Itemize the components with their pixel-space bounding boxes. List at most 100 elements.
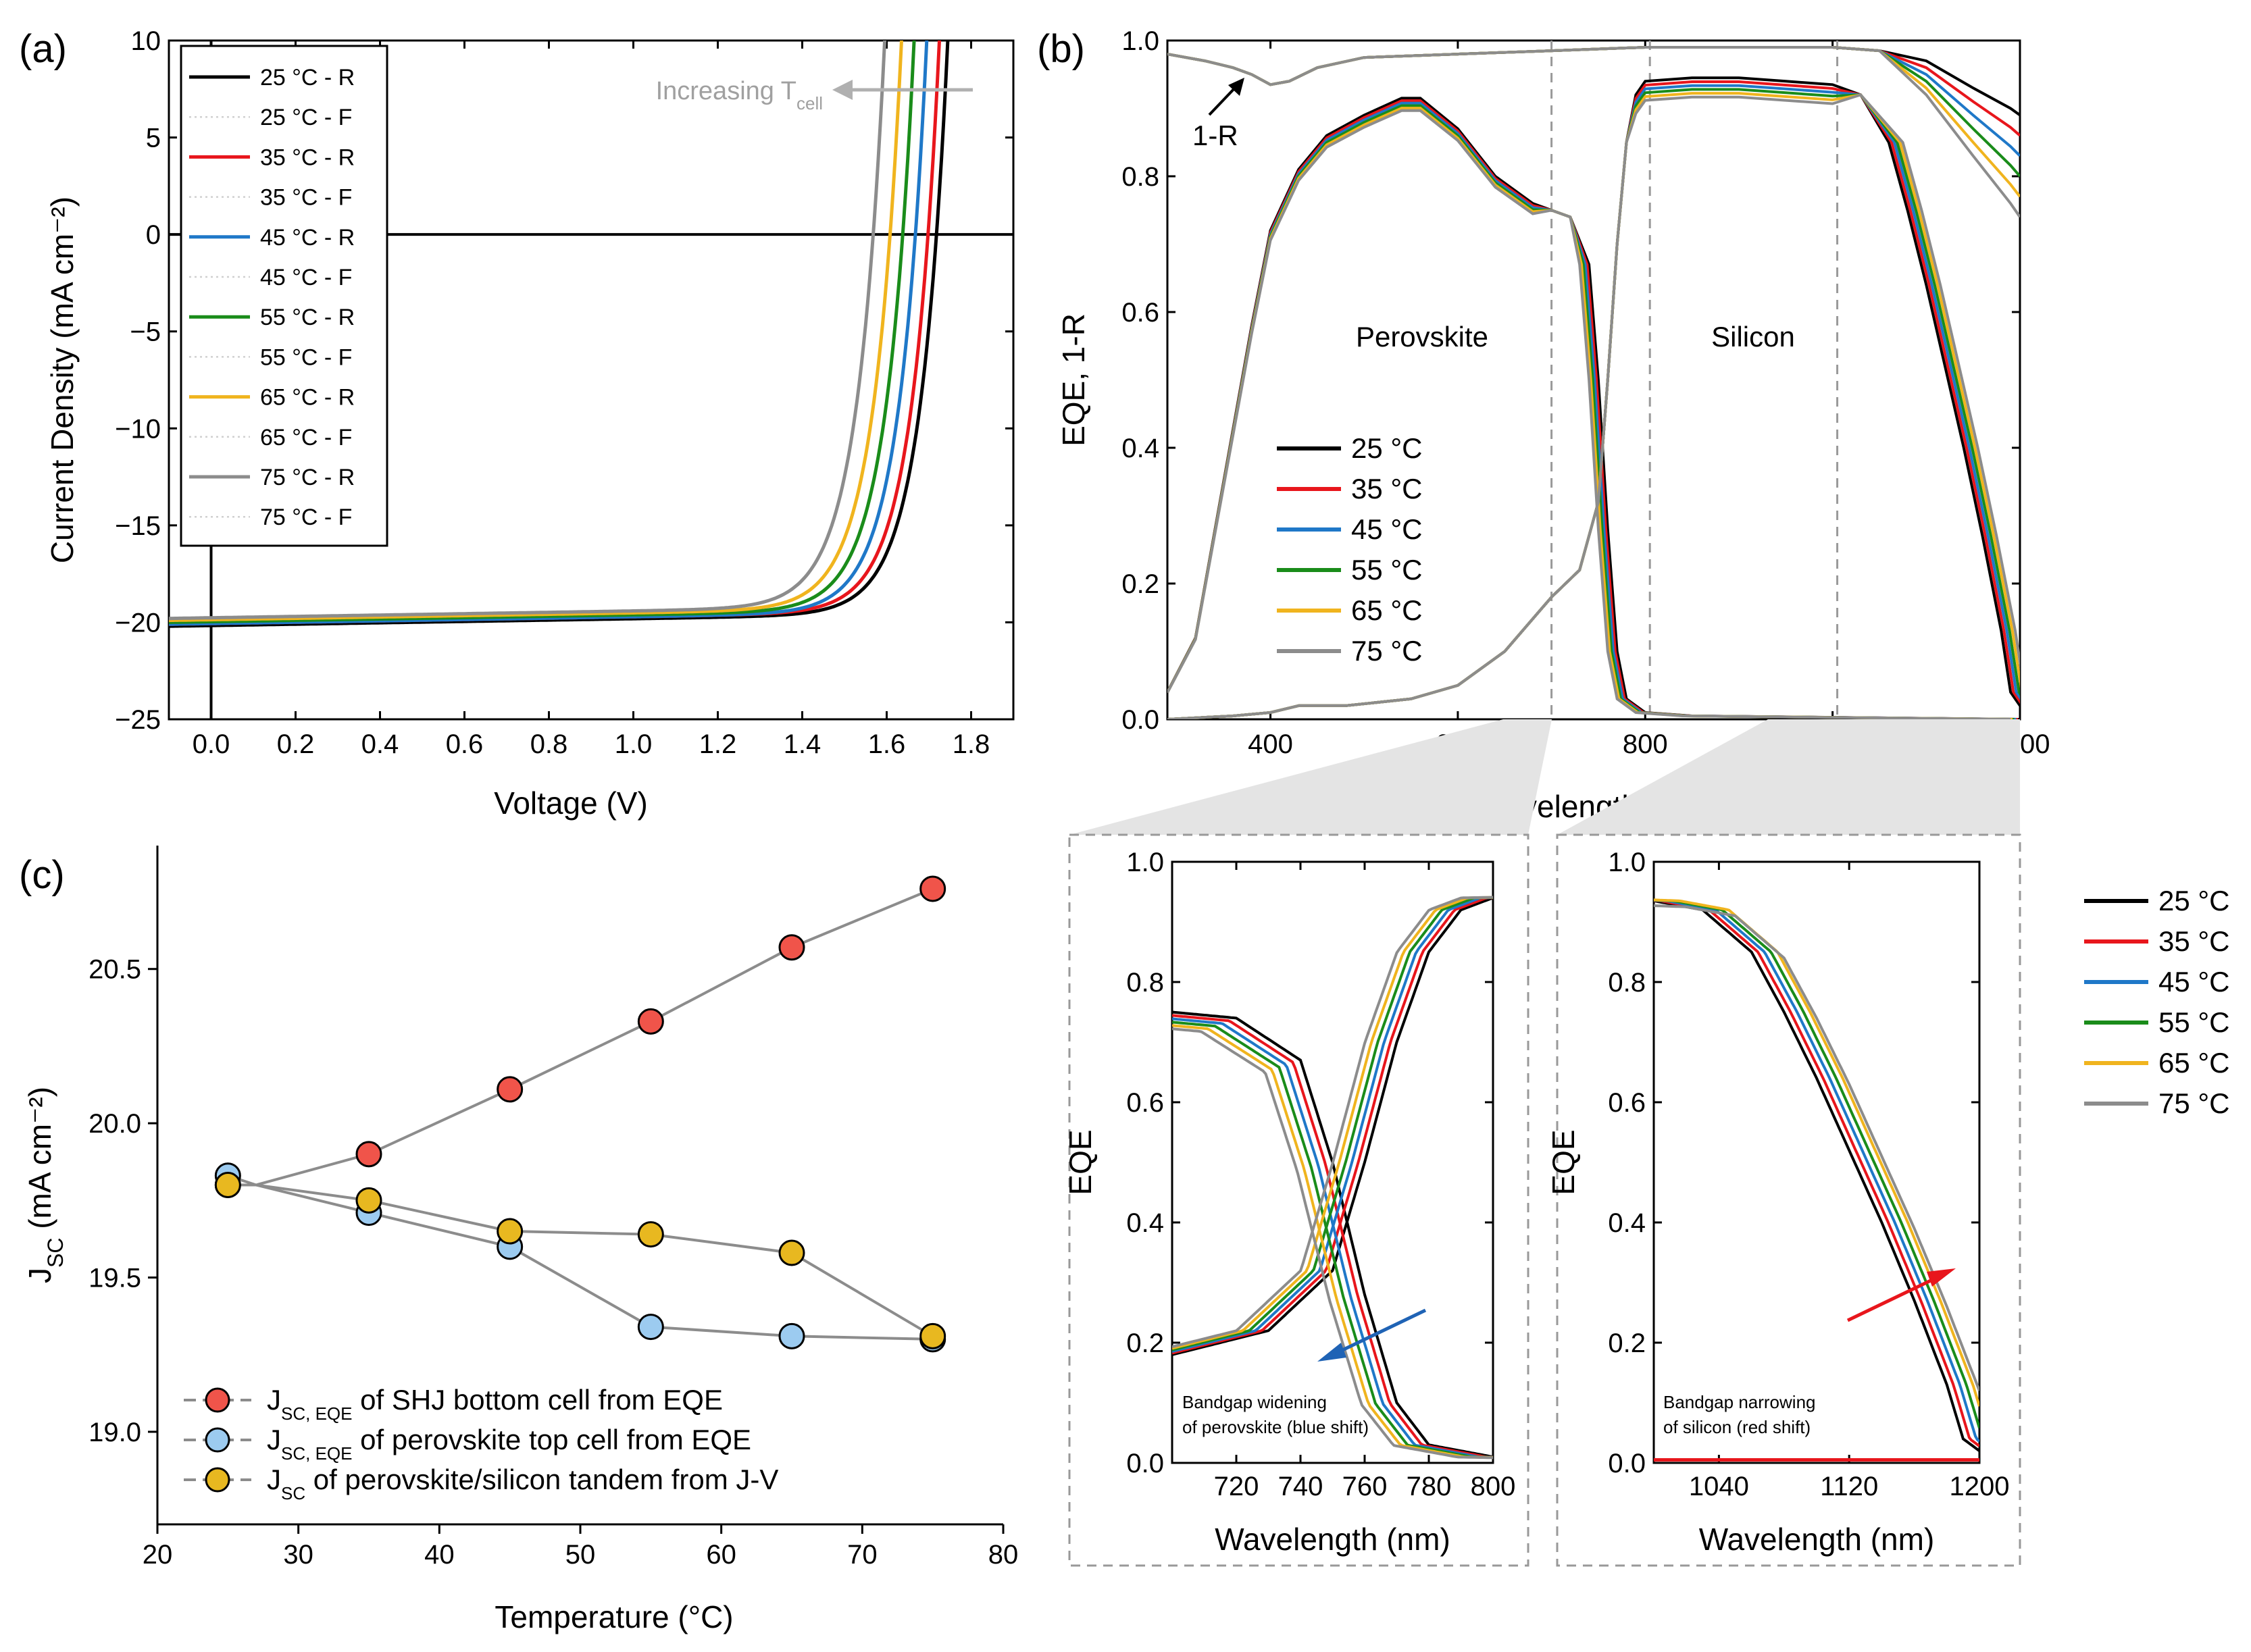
- y-axis-title: JSC (mA cm⁻²): [22, 1087, 68, 1283]
- x-tick-label: 40: [424, 1540, 455, 1570]
- y-axis-title: EQE: [1063, 1129, 1098, 1195]
- x-tick-label: 1.6: [868, 729, 906, 759]
- annotation-1-r-arrowhead: [1228, 78, 1244, 96]
- red-shift-arrow: [1846, 1278, 1933, 1322]
- zoom1-note-line2: of perovskite (blue shift): [1182, 1417, 1369, 1437]
- panel-label-a: (a): [19, 27, 67, 71]
- legend-item: 25 °C - F: [260, 105, 352, 130]
- zoom1-perovskite-75C: [1172, 1027, 1493, 1460]
- y-tick-label: 0: [146, 220, 161, 250]
- data-point-series1: [778, 1322, 805, 1349]
- legend-item: JSC, EQE of perovskite top cell from EQE: [267, 1424, 751, 1464]
- y-tick-label: 0.2: [1126, 1328, 1164, 1358]
- legend-item: 45 °C - F: [260, 265, 352, 290]
- data-point-series0: [497, 1076, 524, 1103]
- data-point-series2: [214, 1172, 241, 1198]
- legend-item: 25 °C - R: [260, 65, 355, 91]
- y-tick-label: 20.5: [88, 955, 141, 985]
- region-label-silicon: Silicon: [1711, 321, 1795, 353]
- data-point-series2: [637, 1221, 664, 1248]
- y-tick-label: 0.4: [1126, 1208, 1164, 1238]
- y-axis-title: EQE, 1-R: [1056, 313, 1091, 446]
- region-label-perovskite: Perovskite: [1356, 321, 1488, 353]
- legend-item: 35 °C - F: [260, 185, 352, 211]
- legend-item: 55 °C: [2158, 1006, 2230, 1038]
- x-tick-label: 0.8: [530, 729, 568, 759]
- legend-item: 45 °C: [1351, 513, 1423, 545]
- y-tick-label: 19.5: [88, 1264, 141, 1293]
- jv-curves: [169, 41, 950, 628]
- series-line-1: [227, 1174, 933, 1341]
- x-tick-label: 60: [706, 1540, 736, 1570]
- data-point-series0: [355, 1141, 382, 1168]
- zoom-box-right: [1556, 833, 2021, 1567]
- panel-b: (b)400600800100012001.00.80.60.40.20.0Pe…: [1037, 26, 2050, 824]
- legend-item: 45 °C: [2158, 966, 2230, 998]
- zoom2-note-line1: Bandgap narrowing: [1663, 1392, 1816, 1412]
- zoom2-curves: [1654, 898, 1979, 1462]
- panel-label-b: (b): [1037, 27, 1085, 71]
- zoom-box-left: [1068, 833, 1529, 1567]
- data-point-series0: [637, 1008, 664, 1035]
- x-tick-label: 720: [1214, 1472, 1259, 1501]
- legend-item: 75 °C - F: [260, 505, 352, 530]
- legend-item: 65 °C - F: [260, 425, 352, 450]
- x-axis-title: Wavelength (nm): [1699, 1522, 1935, 1557]
- data-point-series2: [919, 1322, 946, 1349]
- x-tick-label: 0.4: [361, 729, 399, 759]
- zoom1-perovskite-35C: [1172, 1014, 1493, 1459]
- zoom1-silicon-45C: [1172, 896, 1493, 1353]
- legend-item: 65 °C: [1351, 594, 1423, 626]
- y-tick-label: 1.0: [1121, 26, 1159, 56]
- legend-item: 25 °C: [1351, 432, 1423, 464]
- legend-item: 25 °C: [2158, 885, 2230, 917]
- x-tick-label: 50: [565, 1540, 596, 1570]
- x-axis-title: Temperature (°C): [495, 1599, 733, 1634]
- legend-box: [180, 45, 388, 547]
- legend-item: 75 °C: [1351, 635, 1423, 667]
- x-tick-label: 0.6: [446, 729, 484, 759]
- series-line-2: [228, 1183, 934, 1338]
- zoom-connector-right: [1557, 719, 2020, 835]
- data-point-series0: [919, 875, 946, 902]
- x-tick-label: 0.2: [277, 729, 315, 759]
- panel-zoom-silicon: 1040 1120 1200 1.0 0.8 0.6 0.4 0.2 0.0 Bandgap na…: [1546, 848, 2009, 1557]
- y-tick-label: 0.8: [1126, 968, 1164, 998]
- zoom2-silicon-55C: [1654, 898, 1979, 1428]
- jv-curve-65C-R: [169, 41, 903, 623]
- legend-item: 65 °C - R: [260, 385, 355, 411]
- zoom2-silicon-65C: [1654, 898, 1979, 1407]
- y-tick-label: −10: [115, 414, 161, 444]
- plot-frame: [1171, 860, 1494, 1464]
- y-tick-label: −5: [130, 317, 161, 347]
- panel-zoom-perovskite: 720 740 760 780 800 1.0 0.8 0.6 0.4 0.2 0.0 Bandgap…: [1063, 848, 1515, 1557]
- legend-item: 55 °C: [1351, 554, 1423, 586]
- y-tick-label: 0.6: [1121, 298, 1159, 328]
- panel-c: (c) 20 30 40 50 60 70 80 20.5 20.0 19.5 19.0 JSC, EQ…: [19, 846, 1018, 1634]
- x-tick-label: 740: [1278, 1472, 1323, 1501]
- y-tick-label: 0.2: [1608, 1328, 1646, 1358]
- x-tick-label: 1120: [1820, 1472, 1878, 1501]
- legend-item: 35 °C: [2158, 925, 2230, 957]
- plot-frame: [1166, 39, 2021, 721]
- legend-item: JSC of perovskite/silicon tandem from J-…: [267, 1464, 778, 1503]
- x-axis-title: Wavelength (nm): [1215, 1522, 1450, 1557]
- legend-item: 35 °C - R: [260, 145, 355, 170]
- y-tick-label: −15: [115, 511, 161, 541]
- x-tick-label: 760: [1342, 1472, 1388, 1501]
- zoom2-silicon-45C: [1654, 899, 1979, 1443]
- x-tick-label: 0.0: [193, 729, 230, 759]
- annotation-increasing-tcell: Increasing Tcell: [656, 77, 823, 113]
- zoom2-silicon-25C: [1654, 899, 1979, 1452]
- y-tick-label: 20.0: [88, 1109, 141, 1139]
- plot-frame: [1652, 860, 1981, 1464]
- legend-item: JSC, EQE of SHJ bottom cell from EQE: [267, 1384, 723, 1424]
- annotation-arrowhead: [832, 80, 853, 100]
- panel-label-c: (c): [19, 853, 65, 897]
- x-tick-label: 1200: [1950, 1472, 2010, 1501]
- zoom1-note-line1: Bandgap widening: [1182, 1392, 1327, 1412]
- x-axis-title: Voltage (V): [494, 785, 648, 821]
- y-tick-label: 0.6: [1608, 1088, 1646, 1118]
- perovskite-eqe-75C: [1167, 109, 2011, 719]
- y-tick-label: 0.0: [1121, 705, 1159, 735]
